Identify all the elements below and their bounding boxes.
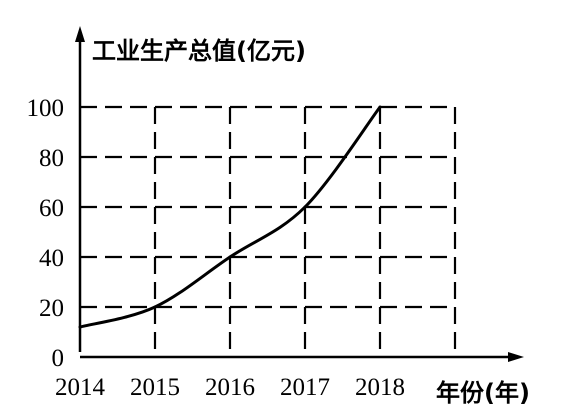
series-point <box>378 105 382 109</box>
series-line <box>79 106 382 329</box>
y-tick-label: 40 <box>39 245 64 272</box>
y-axis-arrow-icon <box>75 26 85 42</box>
y-tick-label: 60 <box>39 195 64 222</box>
x-tick-label: 2014 <box>55 374 106 401</box>
y-axis-title: 工业生产总值(亿元) <box>92 37 306 65</box>
series-point <box>153 305 157 309</box>
x-axis-arrow-icon <box>508 352 524 362</box>
y-tick-label: 20 <box>39 295 64 322</box>
x-tick-label: 2015 <box>130 374 180 401</box>
series-point <box>303 205 307 209</box>
x-axis-title: 年份(年) <box>436 379 530 407</box>
grid-lines <box>80 105 457 357</box>
series-point <box>78 325 82 329</box>
y-tick-label: 0 <box>52 345 65 372</box>
y-tick-label: 100 <box>27 95 65 122</box>
x-tick-label: 2017 <box>280 374 330 401</box>
x-tick-label: 2018 <box>355 374 405 401</box>
axes <box>75 26 524 362</box>
y-tick-label: 80 <box>39 145 64 172</box>
series-group <box>78 105 382 329</box>
series-point <box>228 255 232 259</box>
x-tick-label: 2016 <box>205 374 255 401</box>
tick-labels: 0 20 40 60 80 100 2014 2015 2016 2017 2018 <box>27 95 406 401</box>
